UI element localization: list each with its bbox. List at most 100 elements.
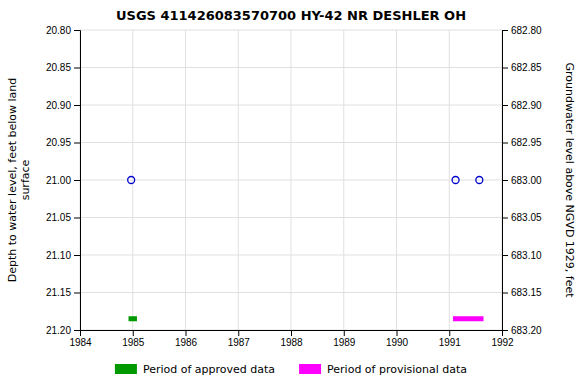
tick-label: 1986 (175, 337, 198, 348)
tick: 682.85 (502, 62, 542, 73)
tick-mark (74, 30, 80, 31)
tick-mark (502, 218, 508, 219)
tick-mark (502, 180, 508, 181)
tick-label: 1991 (439, 337, 462, 348)
grid-line (80, 105, 502, 106)
tick-mark (502, 255, 508, 256)
legend-label: Period of approved data (143, 363, 275, 376)
legend-swatch (115, 364, 137, 374)
tick-label: 20.80 (46, 25, 71, 36)
tick: 683.10 (502, 250, 542, 261)
line (129, 316, 137, 321)
tick: 1984 (69, 330, 92, 348)
tick: 683.15 (502, 287, 542, 298)
tick-mark (502, 30, 508, 31)
axis-line (81, 331, 503, 337)
tick: 21.20 (46, 325, 80, 336)
legend: Period of approved data Period of provisi… (115, 363, 467, 376)
tick-label: 682.85 (511, 62, 542, 73)
tick-label: 683.10 (511, 250, 542, 261)
grid-line (80, 30, 502, 31)
tick-label: 1985 (122, 337, 145, 348)
tick: 1989 (333, 330, 356, 348)
grid-line (80, 180, 502, 181)
tick-mark (74, 218, 80, 219)
tick-label: 1988 (280, 337, 303, 348)
tick: 682.95 (502, 137, 542, 148)
tick: 21.00 (46, 175, 80, 186)
tick-label: 682.80 (511, 25, 542, 36)
legend-item: Period of approved data (115, 363, 275, 376)
y-axis-label: Depth to water level, feet below landsur… (6, 78, 32, 283)
tick-mark (291, 330, 292, 336)
grid-line (80, 142, 502, 143)
tick: 682.90 (502, 100, 542, 111)
tick-mark (344, 330, 345, 336)
tick-mark (186, 330, 187, 336)
tick-mark (74, 143, 80, 144)
tick: 1987 (228, 330, 251, 348)
tick-mark (74, 293, 80, 294)
tick-mark (502, 68, 508, 69)
tick-label: 682.95 (511, 137, 542, 148)
legend-swatch (299, 364, 321, 374)
legend-item: Period of provisional data (299, 363, 467, 376)
tick: 683.20 (502, 325, 542, 336)
legend-label: Period of provisional data (327, 363, 467, 376)
tick: 1990 (386, 330, 409, 348)
tick-label: 1990 (386, 337, 409, 348)
tick-label: 21.20 (46, 325, 71, 336)
tick-mark (397, 330, 398, 336)
line (453, 316, 484, 321)
point (476, 177, 483, 184)
tick: 21.05 (46, 212, 80, 223)
x-axis: 1984 1985 1986 1987 1988 1989 1990 1991 1992 (69, 330, 514, 348)
tick: 20.85 (46, 62, 80, 73)
tick-label: 20.90 (46, 100, 71, 111)
tick-mark (449, 330, 450, 336)
tick-label: 683.20 (511, 325, 542, 336)
axis-line (503, 31, 509, 331)
tick: 683.00 (502, 175, 542, 186)
tick-label: 21.05 (46, 212, 71, 223)
grid-line (80, 292, 502, 293)
tick-mark (502, 293, 508, 294)
tick-mark (74, 105, 80, 106)
tick: 21.15 (46, 287, 80, 298)
axis-line (74, 31, 81, 331)
tick-label: 683.15 (511, 287, 542, 298)
tick-mark (502, 143, 508, 144)
tick-label: 1984 (69, 337, 92, 348)
tick-label: 1992 (491, 337, 514, 348)
tick-label: 1987 (228, 337, 251, 348)
tick: 20.80 (46, 25, 80, 36)
y2-axis: 683.20 683.15 683.10 683.05 683.00 682.95 682.… (502, 25, 542, 336)
grid-line (80, 217, 502, 218)
tick-mark (133, 330, 134, 336)
y-axis: 20.80 20.85 20.90 20.95 21.00 21.05 21.10 21.15… (46, 25, 81, 336)
tick-mark (502, 105, 508, 106)
tick-mark (502, 330, 508, 331)
chart: 1984 1985 1986 1987 1988 1989 1990 1991 1992 20.8… (0, 0, 576, 384)
tick-mark (74, 68, 80, 69)
tick: 1986 (175, 330, 198, 348)
point (452, 177, 459, 184)
grid-line (80, 255, 502, 256)
tick-label: 682.90 (511, 100, 542, 111)
tick-label: 21.00 (46, 175, 71, 186)
tick-label: 21.15 (46, 287, 71, 298)
tick: 683.05 (502, 212, 542, 223)
tick: 1985 (122, 330, 145, 348)
tick-mark (238, 330, 239, 336)
tick-mark (74, 180, 80, 181)
tick-label: 20.95 (46, 137, 71, 148)
tick: 21.10 (46, 250, 80, 261)
tick-label: 683.00 (511, 175, 542, 186)
tick-label: 21.10 (46, 250, 71, 261)
tick-label: 1989 (333, 337, 356, 348)
tick: 1991 (439, 330, 462, 348)
y2-axis-label: Groundwater level above NGVD 1929, feet (563, 62, 576, 298)
tick: 682.80 (502, 25, 542, 36)
tick: 20.90 (46, 100, 80, 111)
grid (80, 30, 502, 330)
